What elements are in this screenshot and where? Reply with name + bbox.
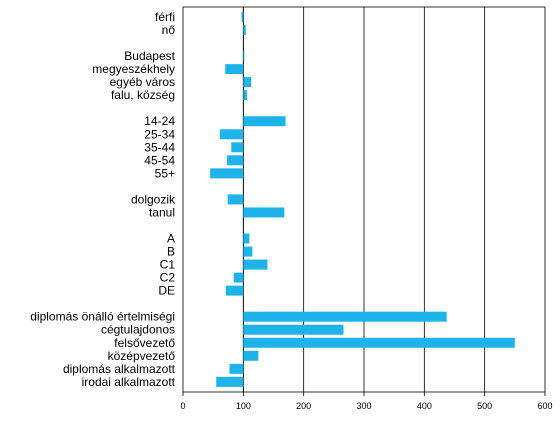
category-label: irodai alkalmazott bbox=[82, 375, 176, 389]
x-tick-label: 200 bbox=[296, 401, 311, 411]
x-tick-label: 300 bbox=[356, 401, 371, 411]
x-tick-label: 100 bbox=[236, 401, 251, 411]
bar bbox=[243, 25, 246, 36]
category-label: DE bbox=[158, 284, 175, 298]
bar bbox=[219, 129, 244, 140]
bar bbox=[243, 350, 259, 361]
x-tick-label: 600 bbox=[537, 401, 552, 411]
category-label: C2 bbox=[160, 271, 176, 285]
bar bbox=[225, 64, 244, 75]
bar bbox=[243, 324, 344, 335]
category-label: B bbox=[167, 245, 175, 259]
category-label: megyeszékhely bbox=[92, 62, 175, 76]
bar bbox=[241, 12, 244, 22]
category-label: diplomás alkalmazott bbox=[63, 362, 176, 376]
category-label: felsővezető bbox=[114, 336, 175, 350]
bar bbox=[210, 168, 244, 179]
bar bbox=[227, 155, 244, 166]
bar bbox=[243, 77, 252, 88]
bar bbox=[231, 142, 244, 153]
x-tick-label: 500 bbox=[477, 401, 492, 411]
category-label: középvezető bbox=[108, 349, 176, 363]
category-label: tanul bbox=[149, 205, 175, 219]
bar bbox=[229, 363, 244, 374]
x-tick-label: 0 bbox=[180, 401, 185, 411]
bar bbox=[243, 233, 250, 244]
bar bbox=[227, 194, 244, 205]
category-label: egyéb város bbox=[110, 75, 175, 89]
bar bbox=[243, 51, 245, 62]
category-label: 25-34 bbox=[144, 127, 175, 141]
bar bbox=[243, 311, 447, 322]
x-axis-ticks: 0 100 200 300 400 500 600 bbox=[180, 392, 553, 411]
bar bbox=[216, 376, 244, 387]
bar bbox=[225, 285, 244, 296]
category-label: 14-24 bbox=[144, 114, 175, 128]
category-label: 55+ bbox=[155, 166, 175, 180]
bar bbox=[243, 207, 285, 218]
category-label: 35-44 bbox=[144, 140, 175, 154]
category-label: C1 bbox=[160, 258, 176, 272]
category-label: nő bbox=[162, 23, 176, 37]
category-label: A bbox=[167, 232, 175, 246]
category-label: falu, község bbox=[111, 88, 175, 102]
bar bbox=[243, 116, 286, 127]
category-label: cégtulajdonos bbox=[101, 323, 175, 337]
category-label: dolgozik bbox=[131, 192, 176, 206]
category-label: diplomás önálló értelmiségi bbox=[30, 310, 175, 324]
bar bbox=[243, 90, 247, 101]
bar bbox=[243, 337, 515, 348]
category-label: férfi bbox=[155, 10, 175, 24]
bar bbox=[243, 259, 268, 270]
category-label: 45-54 bbox=[144, 153, 175, 167]
bar bbox=[233, 272, 244, 283]
x-tick-label: 400 bbox=[417, 401, 432, 411]
bars bbox=[210, 12, 515, 387]
category-label: Budapest bbox=[124, 49, 175, 63]
bar bbox=[243, 246, 253, 257]
